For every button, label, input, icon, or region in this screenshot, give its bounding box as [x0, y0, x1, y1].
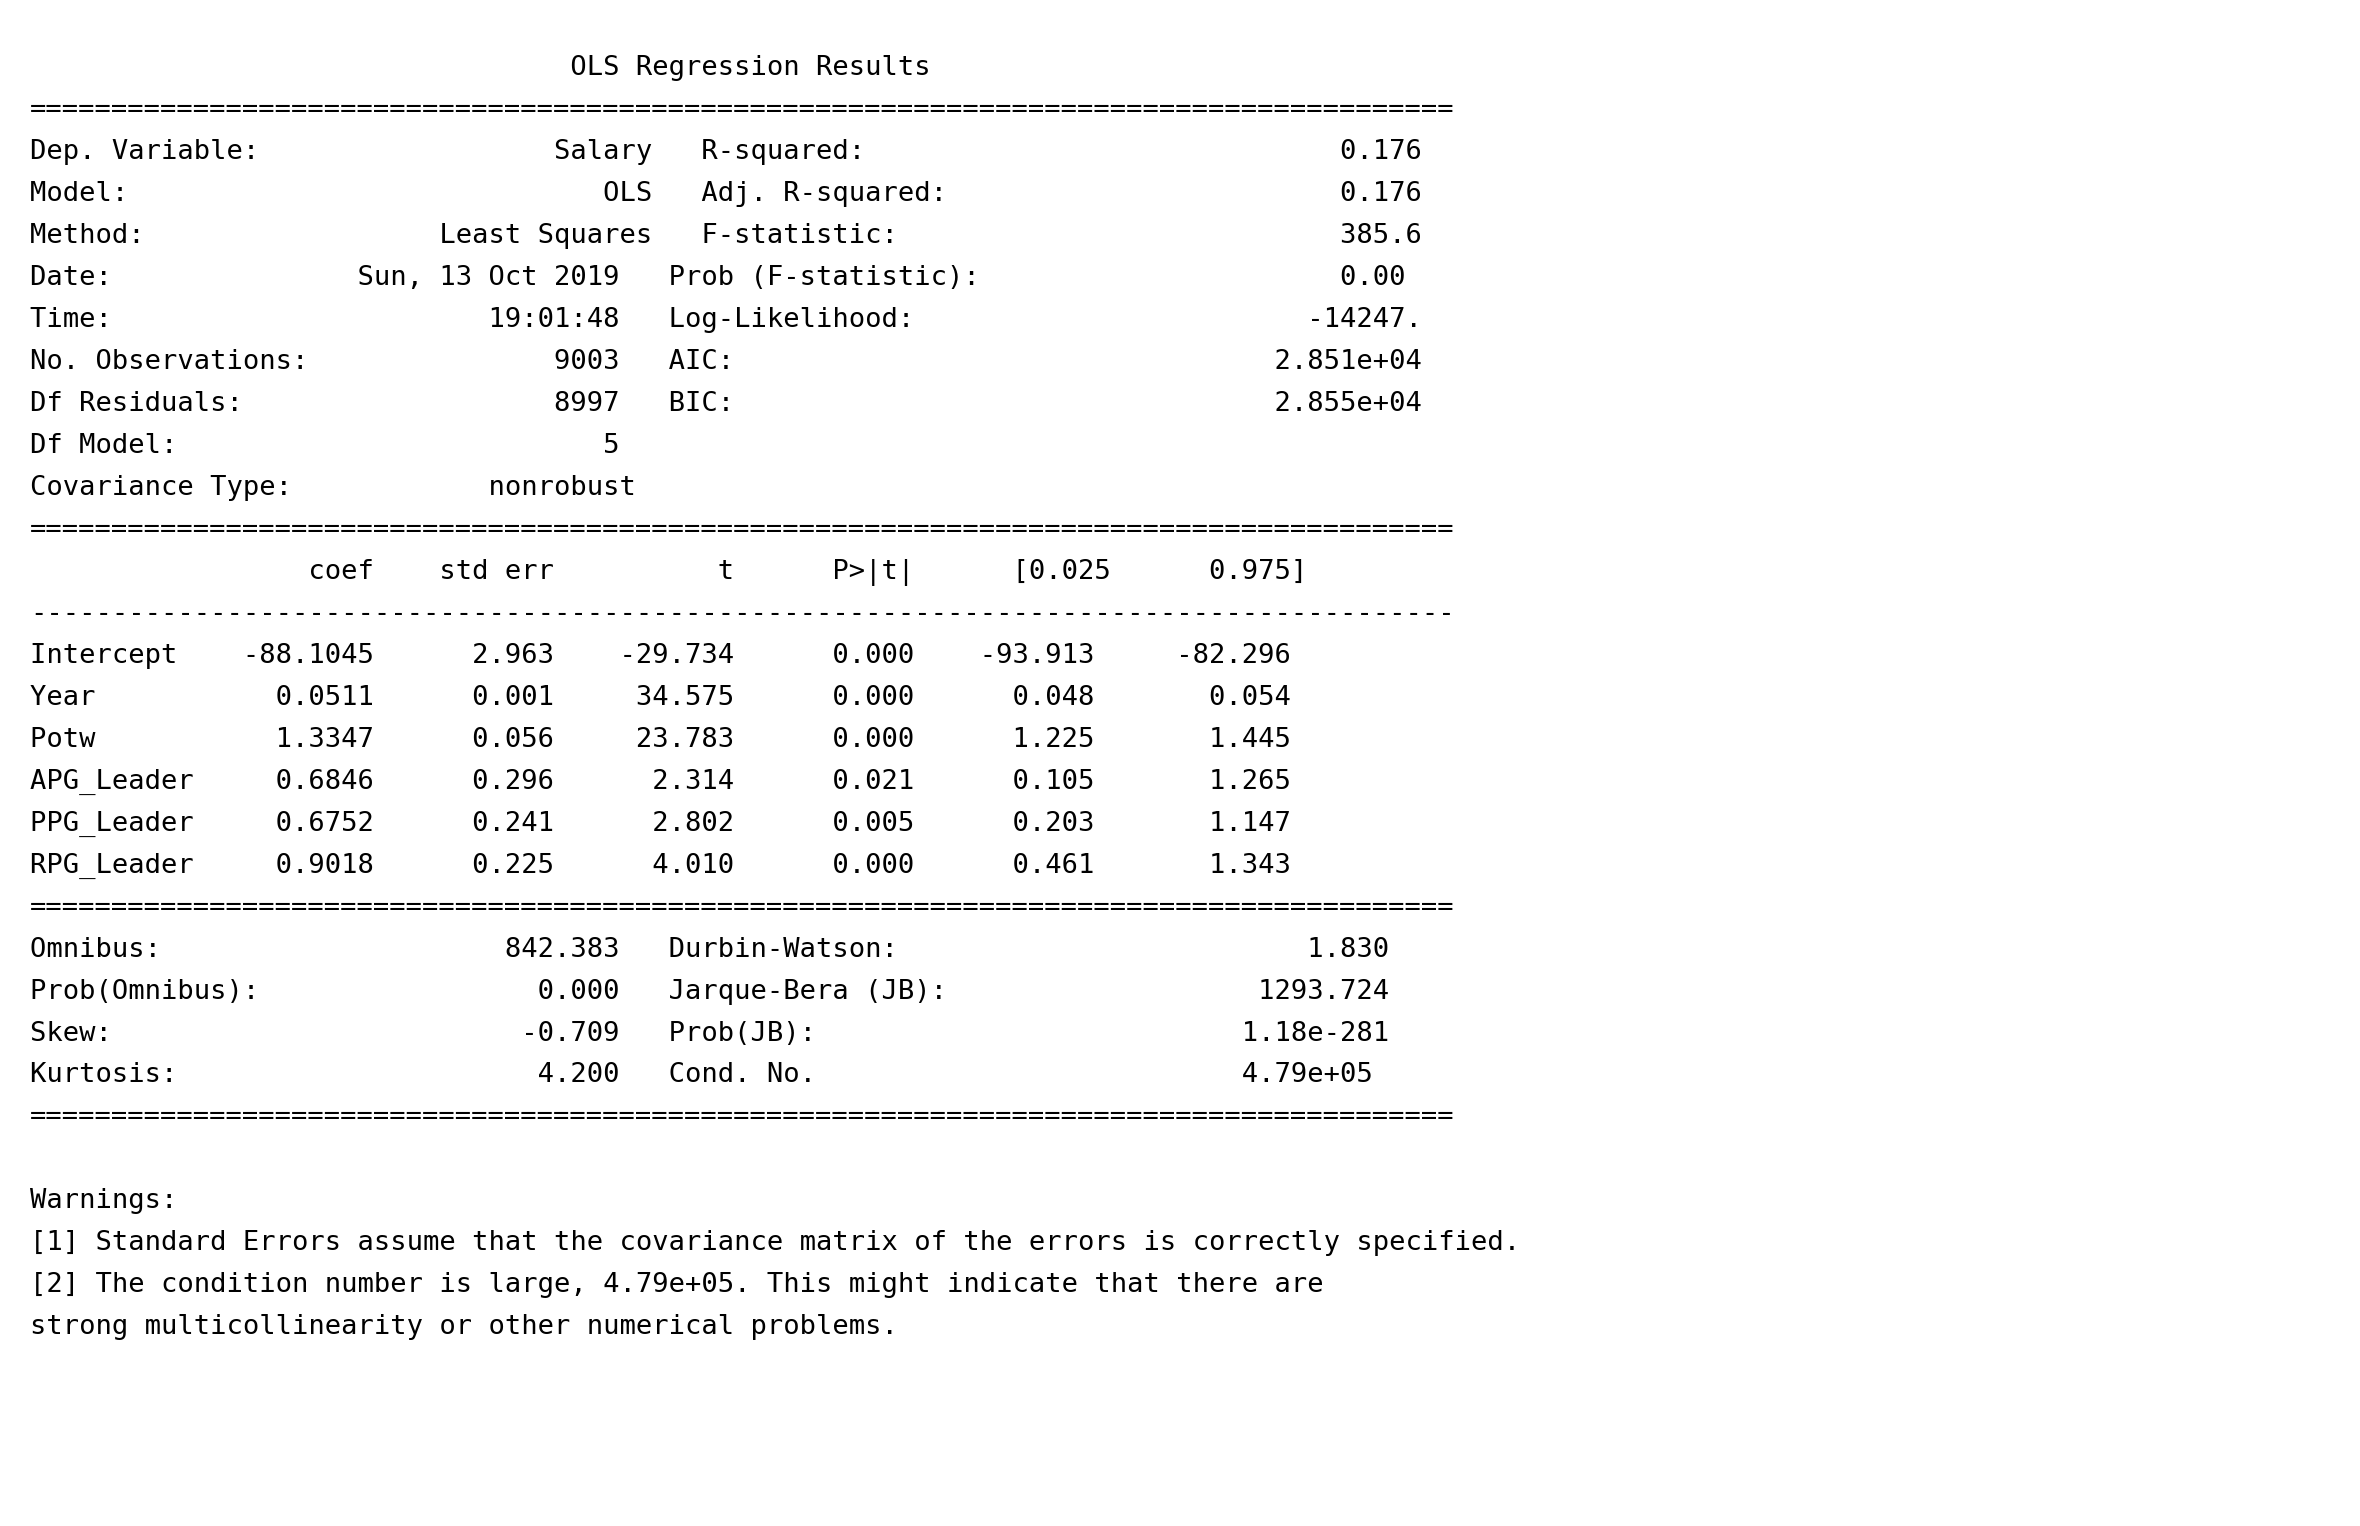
- Text: Year           0.0511      0.001     34.575      0.000      0.048       0.054: Year 0.0511 0.001 34.575 0.000 0.048 0.0…: [31, 685, 1291, 711]
- Text: Dep. Variable:                  Salary   R-squared:                             : Dep. Variable: Salary R-squared:: [31, 139, 1421, 165]
- Text: Warnings:: Warnings:: [31, 1189, 177, 1215]
- Text: coef    std err          t      P>|t|      [0.025      0.975]: coef std err t P>|t| [0.025 0.975]: [31, 559, 1307, 586]
- Text: Omnibus:                     842.383   Durbin-Watson:                         1.: Omnibus: 842.383 Durbin-Watson: 1.: [31, 937, 1390, 963]
- Text: Kurtosis:                      4.200   Cond. No.                          4.79e+: Kurtosis: 4.200 Cond. No. 4.79e+: [31, 1062, 1374, 1088]
- Text: RPG_Leader     0.9018      0.225      4.010      0.000      0.461       1.343: RPG_Leader 0.9018 0.225 4.010 0.000 0.46…: [31, 853, 1291, 879]
- Text: [1] Standard Errors assume that the covariance matrix of the errors is correctly: [1] Standard Errors assume that the cova…: [31, 1230, 1520, 1256]
- Text: Covariance Type:            nonrobust: Covariance Type: nonrobust: [31, 475, 1454, 501]
- Text: No. Observations:               9003   AIC:                                 2.85: No. Observations: 9003 AIC: 2.85: [31, 349, 1421, 375]
- Text: PPG_Leader     0.6752      0.241      2.802      0.005      0.203       1.147: PPG_Leader 0.6752 0.241 2.802 0.005 0.20…: [31, 810, 1291, 836]
- Text: APG_Leader     0.6846      0.296      2.314      0.021      0.105       1.265: APG_Leader 0.6846 0.296 2.314 0.021 0.10…: [31, 769, 1291, 795]
- Text: ================================================================================: ========================================…: [31, 1105, 1454, 1131]
- Text: Method:                  Least Squares   F-statistic:                           : Method: Least Squares F-statistic:: [31, 223, 1421, 249]
- Text: strong multicollinearity or other numerical problems.: strong multicollinearity or other numeri…: [31, 1314, 897, 1340]
- Text: [2] The condition number is large, 4.79e+05. This might indicate that there are: [2] The condition number is large, 4.79e…: [31, 1273, 1324, 1299]
- Text: Skew:                         -0.709   Prob(JB):                          1.18e-: Skew: -0.709 Prob(JB): 1.18e-: [31, 1021, 1390, 1047]
- Text: ================================================================================: ========================================…: [31, 98, 1454, 124]
- Text: Potw           1.3347      0.056     23.783      0.000      1.225       1.445: Potw 1.3347 0.056 23.783 0.000 1.225 1.4…: [31, 726, 1291, 752]
- Text: ================================================================================: ========================================…: [31, 894, 1454, 920]
- Text: Intercept    -88.1045      2.963    -29.734      0.000    -93.913     -82.296: Intercept -88.1045 2.963 -29.734 0.000 -…: [31, 642, 1291, 668]
- Text: ================================================================================: ========================================…: [31, 517, 1454, 543]
- Text: Prob(Omnibus):                 0.000   Jarque-Bera (JB):                   1293.: Prob(Omnibus): 0.000 Jarque-Bera (JB): 1…: [31, 978, 1390, 1004]
- Text: Df Model:                          5: Df Model: 5: [31, 433, 1437, 459]
- Text: Time:                       19:01:48   Log-Likelihood:                        -1: Time: 19:01:48 Log-Likelihood: -1: [31, 307, 1421, 333]
- Text: Model:                             OLS   Adj. R-squared:                        : Model: OLS Adj. R-squared:: [31, 182, 1421, 208]
- Text: Date:               Sun, 13 Oct 2019   Prob (F-statistic):                      : Date: Sun, 13 Oct 2019 Prob (F-statistic…: [31, 266, 1407, 291]
- Text: Df Residuals:                   8997   BIC:                                 2.85: Df Residuals: 8997 BIC: 2.85: [31, 391, 1421, 417]
- Text: --------------------------------------------------------------------------------: ----------------------------------------…: [31, 601, 1454, 627]
- Text: OLS Regression Results: OLS Regression Results: [31, 55, 1470, 81]
